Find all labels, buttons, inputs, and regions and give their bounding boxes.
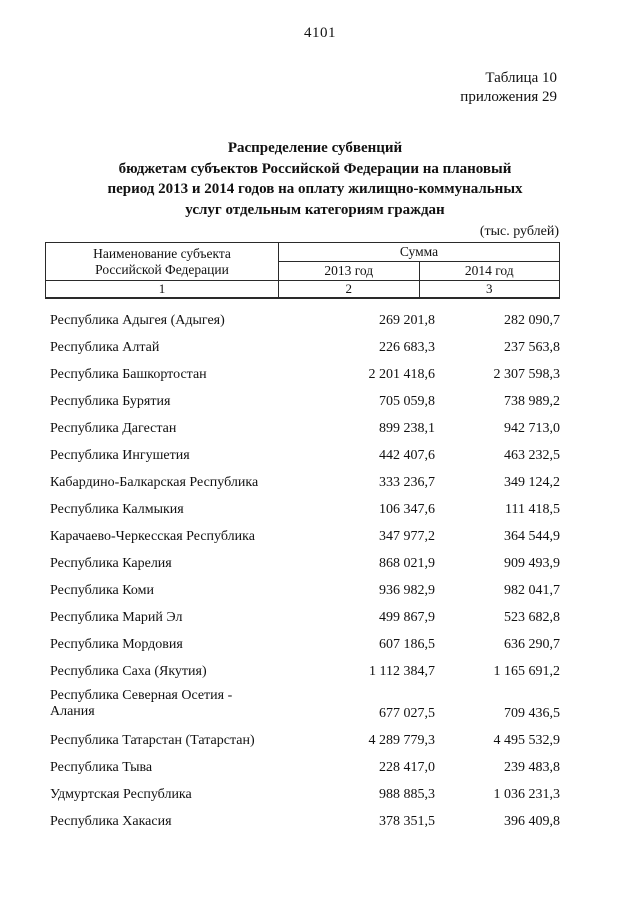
value-2013: 106 347,6 bbox=[379, 501, 435, 517]
value-2014: 738 989,2 bbox=[504, 393, 560, 409]
column-header-sum: Сумма bbox=[278, 242, 560, 262]
value-2013: 607 186,5 bbox=[379, 636, 435, 652]
region-name: Кабардино-Балкарская Республика bbox=[50, 474, 259, 490]
region-header-line-2: Российской Федерации bbox=[95, 261, 229, 277]
value-2013: 2 201 418,6 bbox=[368, 366, 436, 382]
value-2013: 269 201,8 bbox=[379, 312, 435, 328]
value-2014: 709 436,5 bbox=[504, 706, 560, 721]
region-name: Республика Калмыкия bbox=[50, 501, 184, 517]
document-title: Распределение субвенций бюджетам субъект… bbox=[50, 138, 580, 220]
title-line-2: бюджетам субъектов Российской Федерации … bbox=[118, 160, 512, 177]
region-name: Республика Бурятия bbox=[50, 393, 171, 409]
units-note: (тыс. рублей) bbox=[479, 224, 559, 239]
table-row: Республика Саха (Якутия) 1 112 384,7 1 165… bbox=[45, 658, 560, 685]
column-header-region: Наименование субъекта Российской Федерац… bbox=[45, 242, 279, 281]
table-header: Наименование субъекта Российской Федерац… bbox=[45, 242, 560, 299]
value-2014: 636 290,7 bbox=[504, 636, 560, 652]
value-2013: 1 112 384,7 bbox=[369, 663, 435, 679]
value-2013: 988 885,3 bbox=[379, 786, 435, 802]
table-row: Республика Татарстан (Татарстан) 4 289 77… bbox=[45, 727, 560, 754]
table-body: Республика Адыгея (Адыгея) 269 201,8 282 0… bbox=[45, 307, 560, 835]
title-line-1: Распределение субвенций bbox=[227, 140, 403, 156]
value-2013: 333 236,7 bbox=[379, 474, 435, 490]
value-2014: 111 418,5 bbox=[505, 501, 560, 517]
table-annotation: Таблица 10 приложения 29 bbox=[0, 69, 557, 107]
table-row: Республика Хакасия 378 351,5 396 409,8 bbox=[45, 808, 560, 835]
column-header-2013: 2013 год bbox=[278, 261, 420, 281]
region-name: Республика Коми bbox=[50, 582, 154, 598]
value-2013: 378 351,5 bbox=[379, 813, 435, 829]
region-name: Республика Хакасия bbox=[50, 813, 172, 829]
region-name: Республика Татарстан (Татарстан) bbox=[50, 732, 255, 748]
column-header-2014: 2014 год bbox=[418, 261, 560, 281]
region-name: Республика Марий Эл bbox=[50, 609, 183, 625]
region-name: Республика Дагестан bbox=[50, 420, 177, 436]
region-name: Республика Башкортостан bbox=[50, 366, 207, 382]
value-2013: 228 417,0 bbox=[379, 759, 435, 775]
table-row: Республика Коми 936 982,9 982 041,7 bbox=[45, 577, 560, 604]
title-line-4: услуг отдельным категориям граждан bbox=[185, 201, 445, 218]
region-name: Республика Карелия bbox=[50, 555, 172, 571]
value-2013: 226 683,3 bbox=[379, 339, 435, 355]
value-2014: 2 307 598,3 bbox=[493, 366, 561, 382]
region-header-line-1: Наименование субъекта bbox=[93, 245, 231, 261]
region-name: Республика Северная Осетия - Алания bbox=[50, 688, 233, 719]
region-name: Республика Саха (Якутия) bbox=[50, 663, 207, 679]
value-2014: 349 124,2 bbox=[504, 474, 560, 490]
table-row: Республика Адыгея (Адыгея) 269 201,8 282 0… bbox=[45, 307, 560, 334]
table-row: Республика Карелия 868 021,9 909 493,9 bbox=[45, 550, 560, 577]
region-name: Республика Адыгея (Адыгея) bbox=[50, 312, 225, 328]
region-name: Республика Алтай bbox=[50, 339, 160, 355]
value-2013: 705 059,8 bbox=[379, 393, 435, 409]
value-2013: 4 289 779,3 bbox=[368, 732, 436, 748]
table-row: Республика Башкортостан 2 201 418,6 2 307 … bbox=[45, 361, 560, 388]
table-row: Удмуртская Республика 988 885,3 1 036 231,… bbox=[45, 781, 560, 808]
title-line-3: период 2013 и 2014 годов на оплату жилищ… bbox=[107, 181, 523, 197]
table-row: Республика Калмыкия 106 347,6 111 418,5 bbox=[45, 496, 560, 523]
table-row: Республика Марий Эл 499 867,9 523 682,8 bbox=[45, 604, 560, 631]
table-row: Карачаево-Черкесская Республика 347 977,2… bbox=[45, 523, 560, 550]
value-2014: 1 165 691,2 bbox=[493, 663, 561, 679]
column-number-2: 2 bbox=[278, 280, 420, 299]
region-name: Республика Ингушетия bbox=[50, 447, 190, 463]
value-2014: 1 036 231,3 bbox=[493, 786, 561, 802]
column-number-1: 1 bbox=[45, 280, 279, 299]
value-2013: 442 407,6 bbox=[379, 447, 435, 463]
value-2014: 463 232,5 bbox=[504, 447, 560, 463]
table-row: Республика Северная Осетия - Алания 677 02… bbox=[45, 685, 560, 727]
value-2014: 523 682,8 bbox=[504, 609, 560, 625]
value-2013: 868 021,9 bbox=[379, 555, 435, 571]
value-2014: 239 483,8 bbox=[504, 759, 560, 775]
value-2013: 499 867,9 bbox=[379, 609, 435, 625]
table-row: Республика Мордовия 607 186,5 636 290,7 bbox=[45, 631, 560, 658]
value-2014: 364 544,9 bbox=[504, 528, 560, 544]
value-2014: 942 713,0 bbox=[504, 420, 560, 436]
table-row: Республика Дагестан 899 238,1 942 713,0 bbox=[45, 415, 560, 442]
value-2013: 899 238,1 bbox=[379, 420, 435, 436]
region-name: Республика Мордовия bbox=[50, 636, 183, 652]
table-row: Республика Ингушетия 442 407,6 463 232,5 bbox=[45, 442, 560, 469]
region-name: Удмуртская Республика bbox=[50, 786, 192, 802]
value-2014: 237 563,8 bbox=[504, 339, 560, 355]
annotation-line-2: приложения 29 bbox=[460, 89, 557, 105]
table-row: Кабардино-Балкарская Республика 333 236,7… bbox=[45, 469, 560, 496]
value-2014: 282 090,7 bbox=[504, 312, 560, 328]
table-row: Республика Алтай 226 683,3 237 563,8 bbox=[45, 334, 560, 361]
region-name: Республика Тыва bbox=[50, 759, 153, 775]
value-2014: 909 493,9 bbox=[504, 555, 560, 571]
annotation-line-1: Таблица 10 bbox=[485, 70, 557, 86]
table-row: Республика Бурятия 705 059,8 738 989,2 bbox=[45, 388, 560, 415]
table-row: Республика Тыва 228 417,0 239 483,8 bbox=[45, 754, 560, 781]
value-2014: 396 409,8 bbox=[504, 813, 560, 829]
column-number-3: 3 bbox=[418, 280, 560, 299]
value-2014: 4 495 532,9 bbox=[493, 732, 561, 748]
value-2013: 936 982,9 bbox=[379, 582, 435, 598]
region-name: Карачаево-Черкесская Республика bbox=[50, 528, 255, 544]
value-2014: 982 041,7 bbox=[504, 582, 560, 598]
page-number: 4101 bbox=[304, 25, 336, 41]
value-2013: 347 977,2 bbox=[379, 528, 435, 544]
value-2013: 677 027,5 bbox=[379, 706, 435, 721]
